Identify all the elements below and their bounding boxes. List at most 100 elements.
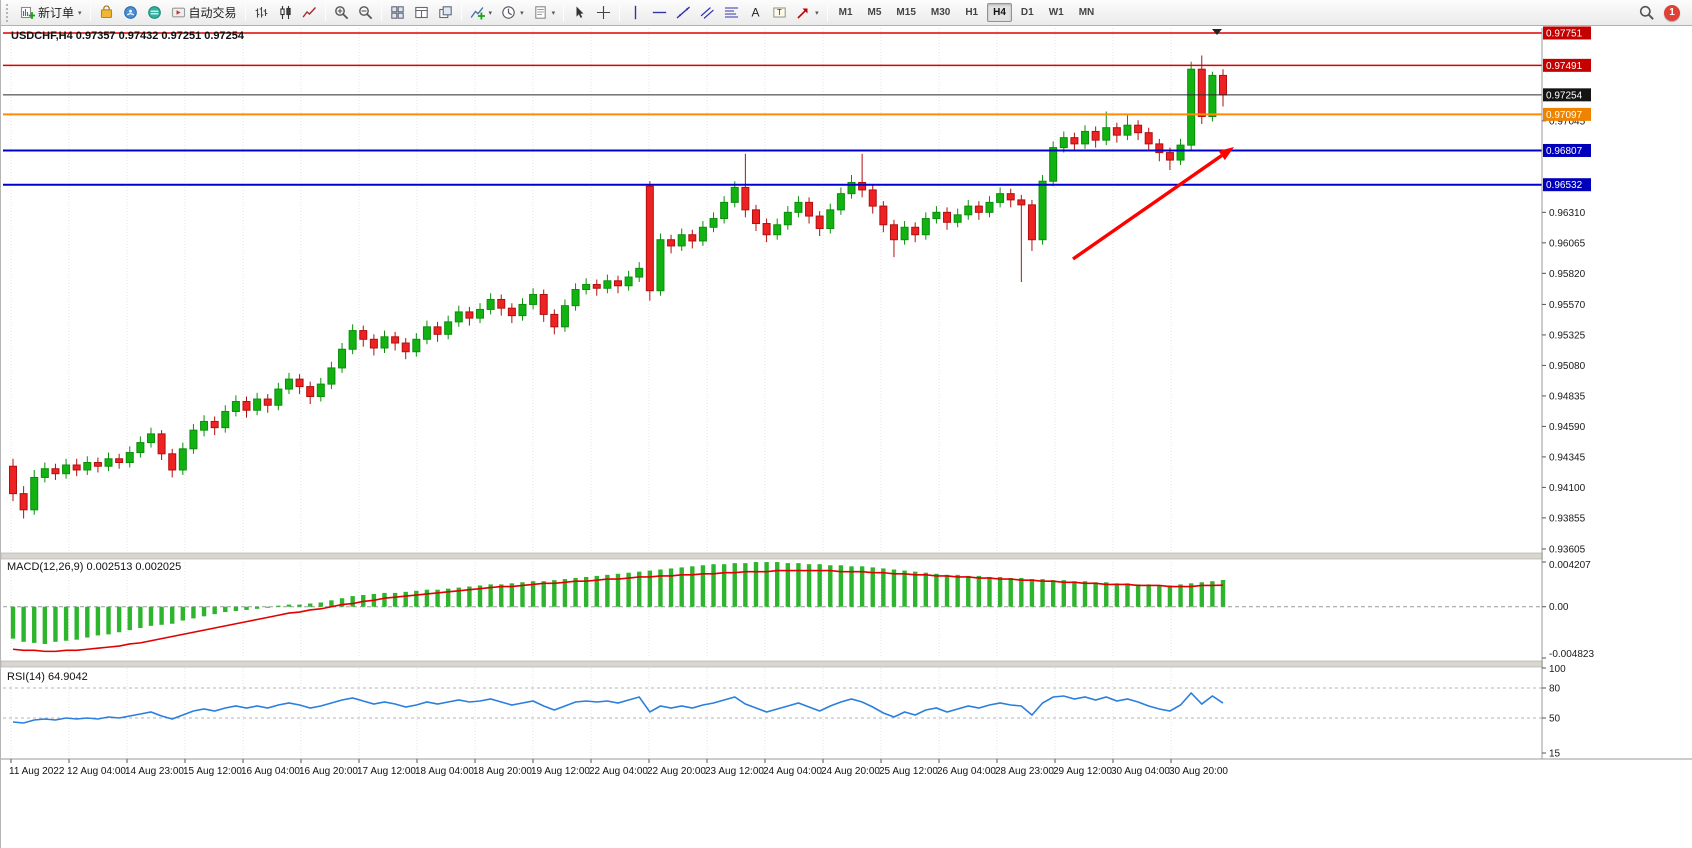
svg-text:0.00: 0.00 <box>1549 602 1569 613</box>
chart-canvas[interactable]: 0.97045 0.96310 0.96065 0.95820 0.95570 0.953… <box>1 26 1692 848</box>
candle-body <box>624 276 633 287</box>
candle-body <box>1187 68 1196 146</box>
timeframe-h4-button[interactable]: H4 <box>987 3 1012 22</box>
svg-text:A: A <box>752 6 760 20</box>
candle-body <box>635 267 644 278</box>
candle-body <box>603 280 612 289</box>
candle-body <box>550 313 559 328</box>
candlestick-chart-button[interactable] <box>274 2 297 24</box>
candle-body <box>1155 143 1164 154</box>
timeframe-m30-button[interactable]: M30 <box>930 7 951 18</box>
crosshair-button[interactable] <box>592 2 615 24</box>
toolbar-separator <box>244 4 246 21</box>
candle-body <box>1219 74 1227 96</box>
bar-chart-button[interactable] <box>250 2 273 24</box>
svg-text:18 Aug 20:00: 18 Aug 20:00 <box>473 766 532 777</box>
autotrading-button-label: 自动交易 <box>188 6 237 20</box>
text-label-button[interactable]: T <box>768 2 791 24</box>
candle-body <box>295 378 304 388</box>
candle-body <box>1006 193 1015 201</box>
time-axis[interactable]: 11 Aug 2022 12 Aug 04:00 14 Aug 23:00 15 Au… <box>9 759 1228 777</box>
candle-body <box>762 223 771 236</box>
chevron-down-icon: ▾ <box>488 9 493 17</box>
macd-axis[interactable]: 0.004207 0.00 -0.004823 <box>1542 560 1594 660</box>
text-button[interactable]: A <box>744 2 767 24</box>
candle-body <box>316 383 325 398</box>
rsi-axis[interactable]: 100 80 50 15 <box>1542 664 1566 760</box>
candle-body <box>93 462 102 467</box>
candle-body <box>178 448 187 471</box>
candle-body <box>507 307 516 317</box>
candle-body <box>306 386 315 398</box>
auto-arrange-button[interactable] <box>410 2 433 24</box>
candle-body <box>1017 199 1026 206</box>
candle-body <box>401 342 410 353</box>
timeframe-m5-button[interactable]: M5 <box>867 7 882 18</box>
timeframe-w1-button[interactable]: W1 <box>1048 7 1064 18</box>
candle-body <box>698 226 707 242</box>
zoom-in-button[interactable] <box>330 2 353 24</box>
svg-text:0.95325: 0.95325 <box>1549 330 1586 341</box>
signals-button[interactable] <box>119 2 142 24</box>
candle-body <box>985 201 994 213</box>
candle-body <box>518 303 527 317</box>
candle-body <box>391 336 400 344</box>
candle-body <box>125 452 134 464</box>
candle-body <box>19 493 28 511</box>
svg-text:0.97751: 0.97751 <box>1546 28 1583 39</box>
panel-splitter-rsi[interactable] <box>1 660 1692 668</box>
vps-button[interactable] <box>143 2 166 24</box>
candle-body <box>30 476 39 511</box>
cursor-button[interactable] <box>568 2 591 24</box>
candle-body <box>412 338 421 353</box>
chart-shift-marker[interactable] <box>1212 29 1222 35</box>
cascade-windows-button[interactable] <box>434 2 457 24</box>
notification-badge[interactable]: 1 <box>1664 4 1680 21</box>
candle-body <box>1134 124 1143 134</box>
candle-body <box>1038 180 1047 241</box>
svg-text:22 Aug 04:00: 22 Aug 04:00 <box>589 766 648 777</box>
horizontal-line-button[interactable] <box>648 2 671 24</box>
timeframe-d1-button[interactable]: D1 <box>1020 7 1034 18</box>
search-icon[interactable] <box>1639 5 1654 20</box>
fibonacci-button[interactable] <box>720 2 743 24</box>
candle-body <box>879 205 888 226</box>
autotrading-button[interactable]: 自动交易 <box>167 2 241 24</box>
timeframe-mn-button[interactable]: MN <box>1078 7 1095 18</box>
market-button[interactable] <box>95 2 118 24</box>
svg-text:24 Aug 04:00: 24 Aug 04:00 <box>763 766 822 777</box>
tile-windows-button[interactable] <box>386 2 409 24</box>
templates-button[interactable]: ▾ <box>529 2 560 24</box>
panel-splitter-macd[interactable] <box>1 552 1692 560</box>
timeframe-h1-button[interactable]: H1 <box>965 7 979 18</box>
candle-body <box>486 298 495 310</box>
toolbar-separator <box>89 4 91 21</box>
timeframe-m15-button[interactable]: M15 <box>896 7 916 18</box>
candle-body <box>911 226 920 236</box>
trend-arrow[interactable] <box>1072 147 1234 261</box>
toolbar-separator <box>460 4 462 21</box>
toolbar-separator <box>324 4 326 21</box>
line-chart-button[interactable] <box>298 2 321 24</box>
timeframe-m1-button[interactable]: M1 <box>838 7 853 18</box>
svg-text:0.97254: 0.97254 <box>1546 90 1583 101</box>
candle-body <box>369 338 378 349</box>
candle-body <box>720 201 729 220</box>
trendline-button[interactable] <box>672 2 695 24</box>
svg-text:19 Aug 12:00: 19 Aug 12:00 <box>531 766 590 777</box>
candle-body <box>422 326 431 340</box>
candle-body <box>168 453 177 471</box>
toolbar-grip[interactable] <box>6 3 11 22</box>
zoom-out-button[interactable] <box>354 2 377 24</box>
candle-body <box>380 336 389 349</box>
arrows-button[interactable]: ▾ <box>792 2 823 24</box>
candle-body <box>476 308 485 319</box>
macd-signal-line <box>12 569 1224 653</box>
candle-body <box>996 193 1005 203</box>
new-order-button[interactable]: 新订单 ▾ <box>16 2 86 24</box>
equidistant-channel-button[interactable] <box>696 2 719 24</box>
periods-button[interactable]: ▾ <box>497 2 528 24</box>
vertical-line-button[interactable] <box>624 2 647 24</box>
svg-text:0.93855: 0.93855 <box>1549 513 1586 524</box>
indicators-button[interactable]: ▾ <box>466 2 497 24</box>
